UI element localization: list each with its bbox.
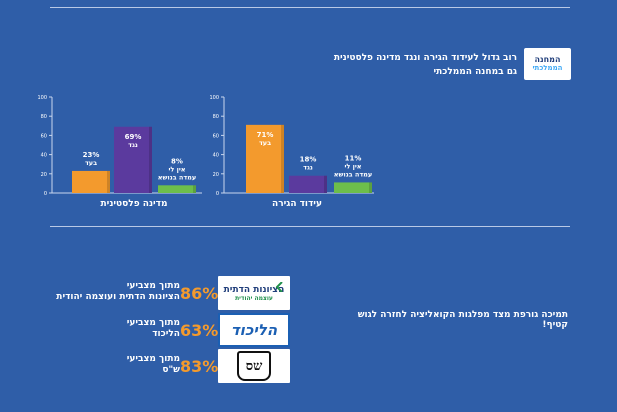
percent-value: 86%: [180, 284, 219, 303]
middle-divider: [50, 226, 570, 227]
arrow-icon: [276, 282, 283, 292]
bar-label: 69%: [125, 133, 142, 141]
bar-label: 18%: [300, 156, 317, 164]
bar-shadow: [324, 175, 327, 193]
bar-label: בעד: [259, 139, 271, 147]
bar-shadow: [369, 182, 372, 193]
bar-label: אין לי: [345, 162, 362, 170]
party-caption-line2: ש"ס: [162, 365, 180, 375]
bar-label: עמדה בנושא: [158, 173, 196, 181]
bar-label: עמדה בנושא: [334, 170, 372, 178]
party-row-shas: שס 83% מתוך מצביעי ש"ס: [0, 349, 617, 383]
y-tick-label: 100: [37, 95, 47, 101]
percent-value: 63%: [180, 321, 219, 340]
party-caption: מתוך מצביעי הליכוד: [0, 318, 180, 340]
bar: [114, 126, 152, 193]
percent-value: 83%: [180, 357, 219, 376]
logo-frame: שס: [237, 351, 271, 381]
bar-label: נגד: [128, 141, 138, 149]
logo-text-main: הציונות הדתית: [223, 284, 285, 295]
religious-zionism-logo: הציונות הדתית עוצמה יהודית: [218, 276, 290, 310]
y-tick-label: 20: [41, 172, 47, 178]
party-caption-line2: הליכוד: [152, 329, 180, 339]
bar: [72, 170, 110, 193]
bar: [334, 182, 372, 193]
headline: רוב גדול לעידוד הגירה ונגד מדינה פלסטיני…: [257, 51, 517, 79]
bar-label: 71%: [257, 131, 274, 139]
poll-label: תמיכה גורפת מצד מפלגות הקואליציה לחזרה ל…: [357, 310, 568, 330]
bar-label: 11%: [345, 154, 362, 162]
logo-text-line2: הממלכתי: [532, 63, 563, 72]
y-tick-label: 60: [213, 133, 219, 139]
chart-title: עידוד הגירה: [272, 199, 322, 209]
bar: [289, 175, 327, 193]
headline-line2: גם במחנה הממלכתי: [433, 67, 517, 77]
bar-shadow: [281, 124, 284, 193]
bar: [158, 185, 196, 193]
y-tick-label: 60: [41, 133, 47, 139]
y-tick-label: 40: [41, 153, 47, 159]
bar-label: 23%: [83, 151, 100, 159]
headline-line1: רוב גדול לעידוד הגירה ונגד מדינה פלסטיני…: [333, 53, 517, 63]
y-tick-label: 0: [44, 191, 47, 197]
party-caption-line1: מתוך מצביעי: [126, 318, 180, 328]
party-caption: מתוך מצביעי ש"ס: [0, 354, 180, 376]
likud-logo: הליכוד: [218, 313, 290, 347]
bar-shadow: [149, 126, 152, 193]
y-tick-label: 100: [209, 95, 219, 101]
bar-shadow: [193, 185, 196, 193]
bar-label: אין לי: [169, 165, 186, 173]
chart-title: מדינה פלסטינית: [101, 199, 168, 209]
y-tick-label: 20: [213, 172, 219, 178]
logo-text-sub: עוצמה יהודית: [235, 294, 273, 302]
y-tick-label: 0: [216, 191, 219, 197]
logo-text-main: שס: [245, 359, 263, 374]
top-divider: [50, 7, 570, 8]
y-tick-label: 80: [41, 114, 47, 120]
party-row-likud: הליכוד 63% מתוך מצביעי הליכוד: [0, 313, 617, 347]
party-caption: מתוך מצביעי הציונות הדתית ועוצמה יהודית: [0, 281, 180, 303]
y-tick-label: 40: [213, 153, 219, 159]
bar-label: בעד: [85, 159, 97, 167]
party-row-religious-zionism: הציונות הדתית עוצמה יהודית 86% מתוך מצבי…: [0, 276, 617, 310]
logo-text-main: הליכוד: [230, 321, 278, 339]
bar-shadow: [107, 170, 110, 193]
logo-text-line1: המחנה: [534, 55, 561, 65]
party-caption-line1: מתוך מצביעי: [126, 354, 180, 364]
national-unity-logo: המחנה הממלכתי: [524, 48, 571, 80]
bar-label: 8%: [171, 157, 183, 165]
bar: [246, 124, 284, 193]
party-caption-line1: מתוך מצביעי: [126, 281, 180, 291]
party-caption-line2: הציונות הדתית ועוצמה יהודית: [56, 292, 180, 302]
bar-label: נגד: [303, 164, 313, 172]
shas-logo: שס: [218, 349, 290, 383]
y-tick-label: 80: [213, 114, 219, 120]
